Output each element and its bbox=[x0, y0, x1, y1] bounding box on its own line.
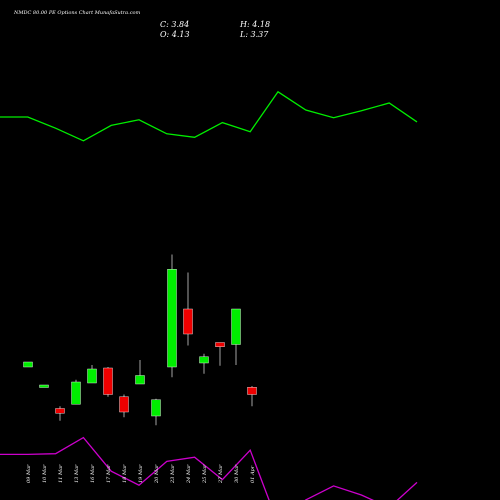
x-tick-label: 01 Apr bbox=[250, 465, 256, 483]
candle bbox=[23, 361, 33, 368]
candle-body bbox=[215, 342, 225, 347]
x-tick-label: 24 Mar bbox=[186, 464, 192, 484]
candle-body bbox=[199, 356, 209, 364]
candle-body bbox=[55, 408, 65, 414]
x-tick-label: 25 Mar bbox=[202, 464, 208, 484]
candle-body bbox=[103, 367, 113, 395]
candle bbox=[87, 365, 97, 384]
candle-body bbox=[39, 384, 49, 388]
x-tick-label: 23 Mar bbox=[170, 464, 176, 484]
high-readout: H: 4.18 bbox=[239, 20, 270, 29]
candle bbox=[231, 308, 241, 365]
candle bbox=[55, 406, 65, 421]
candle-body bbox=[167, 269, 177, 368]
x-tick-label: 09 Mar bbox=[26, 464, 32, 483]
indicator-line-2 bbox=[0, 436, 418, 500]
candle bbox=[71, 379, 81, 405]
x-tick-label: 20 Mar bbox=[154, 464, 160, 484]
x-tick-label: 13 Mar bbox=[74, 464, 80, 483]
x-tick-label: 19 Mar bbox=[138, 464, 144, 483]
x-tick-label: 16 Mar bbox=[90, 464, 96, 483]
candle-body bbox=[87, 368, 97, 384]
candle bbox=[151, 398, 161, 426]
candle bbox=[215, 342, 225, 366]
candle-body bbox=[231, 308, 241, 345]
x-tick-label: 10 Mar bbox=[42, 464, 48, 483]
candle-body bbox=[135, 375, 145, 385]
indicator-line-1 bbox=[0, 90, 418, 142]
x-tick-label: 27 Mar bbox=[218, 464, 224, 484]
x-tick-label: 17 Mar bbox=[106, 464, 112, 483]
candle-body bbox=[23, 361, 33, 368]
candle-body bbox=[151, 399, 161, 417]
candle bbox=[199, 353, 209, 374]
indicator-lines bbox=[0, 90, 418, 500]
candle-body bbox=[119, 396, 129, 413]
candles bbox=[23, 254, 257, 426]
x-tick-label: 30 Mar bbox=[234, 464, 240, 483]
x-tick-label: 11 Mar bbox=[58, 464, 64, 483]
candle bbox=[135, 360, 145, 385]
candle bbox=[103, 367, 113, 397]
x-axis-ticks: 09 Mar 10 Mar 11 Mar 13 Mar 16 Mar 17 Mar 18 M… bbox=[26, 464, 256, 484]
candle bbox=[247, 386, 257, 407]
low-readout: L: 3.37 bbox=[239, 30, 269, 39]
candle bbox=[39, 384, 49, 388]
x-tick-label: 18 Mar bbox=[122, 464, 128, 483]
candle bbox=[119, 394, 129, 418]
open-readout: O: 4.13 bbox=[160, 30, 190, 39]
candle-body bbox=[247, 387, 257, 395]
close-readout: C: 3.84 bbox=[160, 20, 189, 29]
candle bbox=[183, 272, 193, 346]
candle-body bbox=[71, 381, 81, 405]
candle bbox=[167, 254, 177, 378]
candle-body bbox=[183, 308, 193, 335]
chart-title: NMDC 80.00 PE Options Chart MunafaSutra.… bbox=[13, 10, 141, 16]
